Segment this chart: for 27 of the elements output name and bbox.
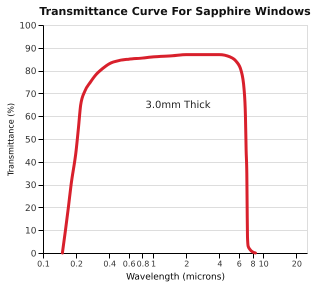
x-tick-label: 0.6 [122, 260, 136, 268]
y-tick-label: 90 [25, 44, 37, 54]
y-tick-label: 60 [25, 112, 37, 123]
y-tick-label: 10 [25, 226, 37, 237]
x-tick-label: 0.2 [70, 260, 84, 268]
y-axis-title: Transmittance (%) [6, 102, 16, 178]
y-tick-label: 70 [25, 90, 37, 100]
y-tick-label: 40 [25, 158, 37, 168]
x-tick-label: 8 [250, 260, 256, 268]
x-tick-label: 0.1 [37, 260, 50, 268]
y-tick-label: 0 [30, 250, 37, 260]
y-tick-label: 80 [25, 67, 37, 78]
x-axis-title: Wavelength (microns) [126, 272, 225, 282]
x-tick-label: 0.4 [103, 260, 116, 268]
x-tick-label: 2 [184, 260, 190, 268]
y-tick-label: 50 [25, 136, 37, 146]
x-tick-label: 10 [258, 260, 269, 268]
x-tick-label: 0.8 [136, 260, 150, 268]
x-tick-label: 4 [217, 260, 222, 268]
x-tick-label: 6 [236, 260, 242, 268]
y-tick-label: 30 [25, 181, 37, 192]
y-tick-label: 100 [19, 22, 37, 32]
annotation: 3.0mm Thick [145, 100, 211, 111]
chart-title: Transmittance Curve For Sapphire Windows [39, 5, 312, 18]
x-tick-label: 1 [151, 260, 156, 268]
y-tick-label: 20 [25, 204, 37, 214]
x-tick-label: 20 [292, 260, 302, 268]
